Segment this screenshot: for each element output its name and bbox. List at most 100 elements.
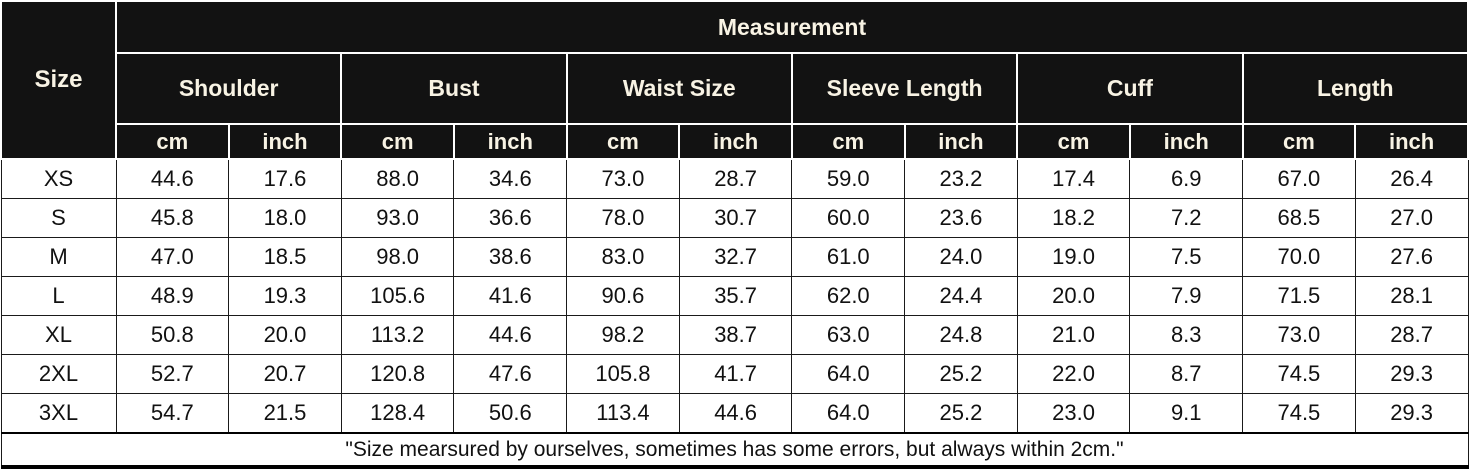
measurement-value-cell: 50.8: [115, 315, 230, 355]
measurement-value-cell: 20.0: [1016, 276, 1131, 316]
measurement-value-cell: 98.2: [566, 315, 680, 355]
table-row: XL 50.8 20.0 113.2 44.6 98.2 38.7 63.0 24.8 21.0 8…: [0, 315, 1469, 355]
measurement-value-cell: 98.0: [340, 237, 455, 277]
measurement-value-cell: 9.1: [1129, 393, 1244, 434]
size-corner-header: Size: [0, 0, 117, 160]
measurement-value-cell: 19.0: [1016, 237, 1131, 277]
table-footer: "Size mearsured by ourselves, sometimes …: [0, 432, 1469, 469]
measurement-value-cell: 47.6: [453, 354, 568, 394]
group-header-length: Length: [1241, 52, 1469, 125]
measurement-value-cell: 7.5: [1129, 237, 1244, 277]
measurement-value-cell: 20.0: [228, 315, 342, 355]
measurement-value-cell: 26.4: [1354, 158, 1469, 199]
measurement-value-cell: 83.0: [566, 237, 680, 277]
table-row: 3XL 54.7 21.5 128.4 50.6 113.4 44.6 64.0 25.2 23.…: [0, 393, 1469, 434]
measurement-value-cell: 28.1: [1354, 276, 1469, 316]
group-header-shoulder: Shoulder: [114, 52, 343, 125]
measurement-value-cell: 23.0: [1016, 393, 1131, 434]
measurement-value-cell: 38.6: [453, 237, 568, 277]
measurement-value-cell: 34.6: [453, 158, 568, 199]
measurement-value-cell: 28.7: [678, 158, 793, 199]
header-row-groups: Shoulder Bust Waist Size Sleeve Length C…: [1, 52, 1469, 125]
measurement-value-cell: 64.0: [791, 393, 906, 434]
measurement-value-cell: 19.3: [228, 276, 342, 316]
measurement-value-cell: 113.4: [566, 393, 680, 434]
measurement-value-cell: 73.0: [566, 158, 680, 199]
measurement-value-cell: 24.4: [904, 276, 1018, 316]
group-header-cuff: Cuff: [1016, 52, 1244, 125]
measurement-value-cell: 78.0: [566, 198, 680, 238]
measurement-value-cell: 29.3: [1354, 393, 1469, 434]
measurement-value-cell: 23.6: [904, 198, 1018, 238]
unit-header-cm: cm: [115, 123, 230, 160]
measurement-header: Measurement: [115, 0, 1469, 54]
measurement-value-cell: 20.7: [228, 354, 342, 394]
measurement-value-cell: 36.6: [453, 198, 568, 238]
size-label-cell: 3XL: [0, 393, 117, 434]
measurement-value-cell: 64.0: [791, 354, 906, 394]
measurement-value-cell: 30.7: [678, 198, 793, 238]
measurement-value-cell: 27.6: [1354, 237, 1469, 277]
measurement-value-cell: 41.7: [678, 354, 793, 394]
measurement-value-cell: 44.6: [453, 315, 568, 355]
measurement-value-cell: 18.2: [1016, 198, 1131, 238]
measurement-value-cell: 47.0: [115, 237, 230, 277]
measurement-value-cell: 128.4: [340, 393, 455, 434]
measurement-value-cell: 8.3: [1129, 315, 1244, 355]
unit-header-cm: cm: [340, 123, 455, 160]
measurement-value-cell: 32.7: [678, 237, 793, 277]
measurement-value-cell: 62.0: [791, 276, 906, 316]
unit-header-cm: cm: [790, 123, 906, 160]
size-label-cell: XL: [0, 315, 117, 355]
unit-header-inch: inch: [678, 123, 793, 160]
measurement-value-cell: 24.0: [904, 237, 1018, 277]
measurement-value-cell: 44.6: [678, 393, 793, 434]
table-body: XS 44.6 17.6 88.0 34.6 73.0 28.7 59.0 23.2 17.4 6.…: [0, 158, 1469, 434]
measurement-value-cell: 54.7: [115, 393, 230, 434]
measurement-value-cell: 113.2: [340, 315, 455, 355]
measurement-value-cell: 63.0: [791, 315, 906, 355]
measurement-value-cell: 17.4: [1016, 158, 1131, 199]
measurement-value-cell: 52.7: [115, 354, 230, 394]
measurement-value-cell: 60.0: [791, 198, 906, 238]
unit-header-inch: inch: [903, 123, 1019, 160]
measurement-value-cell: 21.5: [228, 393, 342, 434]
table-row: 2XL 52.7 20.7 120.8 47.6 105.8 41.7 64.0 25.2 22.…: [0, 354, 1469, 394]
measurement-value-cell: 6.9: [1129, 158, 1244, 199]
group-header-bust: Bust: [340, 52, 568, 125]
measurement-value-cell: 24.8: [904, 315, 1018, 355]
table-row: S 45.8 18.0 93.0 36.6 78.0 30.7 60.0 23.6 18.2 7.2…: [0, 198, 1469, 238]
table-row: M 47.0 18.5 98.0 38.6 83.0 32.7 61.0 24.0 19.0 7.5…: [0, 237, 1469, 277]
unit-header-cm: cm: [1241, 123, 1357, 160]
measurement-value-cell: 7.9: [1129, 276, 1244, 316]
measurement-value-cell: 41.6: [453, 276, 568, 316]
measurement-value-cell: 17.6: [228, 158, 342, 199]
size-label-cell: S: [0, 198, 117, 238]
group-header-waist-size: Waist Size: [565, 52, 793, 125]
measurement-value-cell: 93.0: [340, 198, 455, 238]
measurement-value-cell: 18.0: [228, 198, 342, 238]
footnote-row: "Size mearsured by ourselves, sometimes …: [0, 432, 1469, 469]
measurement-value-cell: 120.8: [340, 354, 455, 394]
measurement-value-cell: 88.0: [340, 158, 455, 199]
table-header: Size Measurement Shoulder Bust Waist Siz…: [0, 0, 1469, 160]
table-row: L 48.9 19.3 105.6 41.6 90.6 35.7 62.0 24.4 20.0 7.…: [0, 276, 1469, 316]
footnote-text: "Size mearsured by ourselves, sometimes …: [0, 432, 1469, 469]
measurement-value-cell: 74.5: [1242, 354, 1356, 394]
measurement-value-cell: 21.0: [1016, 315, 1131, 355]
measurement-value-cell: 38.7: [678, 315, 793, 355]
size-label-cell: 2XL: [0, 354, 117, 394]
size-label-cell: XS: [0, 158, 117, 199]
measurement-value-cell: 29.3: [1354, 354, 1469, 394]
measurement-value-cell: 61.0: [791, 237, 906, 277]
unit-header-cm: cm: [1016, 123, 1131, 160]
measurement-value-cell: 71.5: [1242, 276, 1356, 316]
unit-header-cm: cm: [565, 123, 681, 160]
table-row: XS 44.6 17.6 88.0 34.6 73.0 28.7 59.0 23.2 17.4 6.…: [0, 158, 1469, 199]
measurement-value-cell: 28.7: [1354, 315, 1469, 355]
header-row-title: Size Measurement: [0, 0, 1469, 160]
measurement-value-cell: 25.2: [904, 393, 1018, 434]
measurement-value-cell: 35.7: [678, 276, 793, 316]
measurement-value-cell: 25.2: [904, 354, 1018, 394]
